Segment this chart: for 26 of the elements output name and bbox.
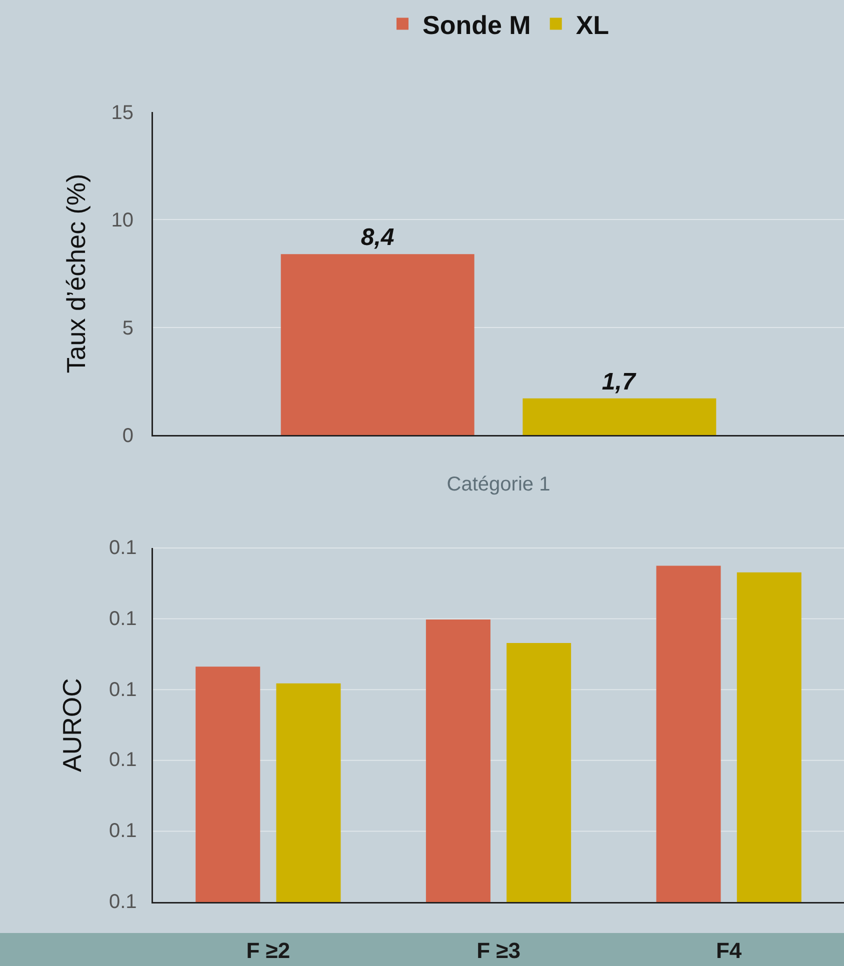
y-axis-title: Taux d’échec (%)	[60, 174, 91, 374]
bar	[506, 643, 572, 902]
y-tick-label: 10	[111, 210, 134, 232]
text: 0.1	[109, 891, 137, 913]
bar	[426, 620, 490, 902]
x-tick-label: F ≥2	[246, 938, 290, 963]
x-tick-label: F ≥3	[476, 938, 520, 963]
bar	[196, 666, 260, 902]
bar	[656, 566, 721, 902]
bar	[276, 683, 341, 902]
bar	[736, 572, 802, 902]
text: 0.1	[109, 679, 137, 701]
text: 0.1	[109, 820, 137, 842]
x-tick-label: Catégorie 1	[446, 474, 550, 496]
text: 0.1	[109, 749, 137, 771]
legend-label: Sonde M	[422, 10, 531, 40]
y-tick-label: 5	[122, 317, 134, 340]
data-label: 1,7	[602, 368, 637, 396]
y-tick-label: 0	[122, 425, 134, 447]
text: 0.1	[109, 537, 137, 559]
data-label: 8,4	[360, 224, 394, 252]
y-axis-title: AUROC	[57, 678, 88, 772]
y-tick-label: 15	[111, 102, 134, 124]
x-tick-label: F4	[716, 938, 742, 963]
legend-label: XL	[576, 10, 610, 40]
text: 0.1	[109, 608, 137, 630]
